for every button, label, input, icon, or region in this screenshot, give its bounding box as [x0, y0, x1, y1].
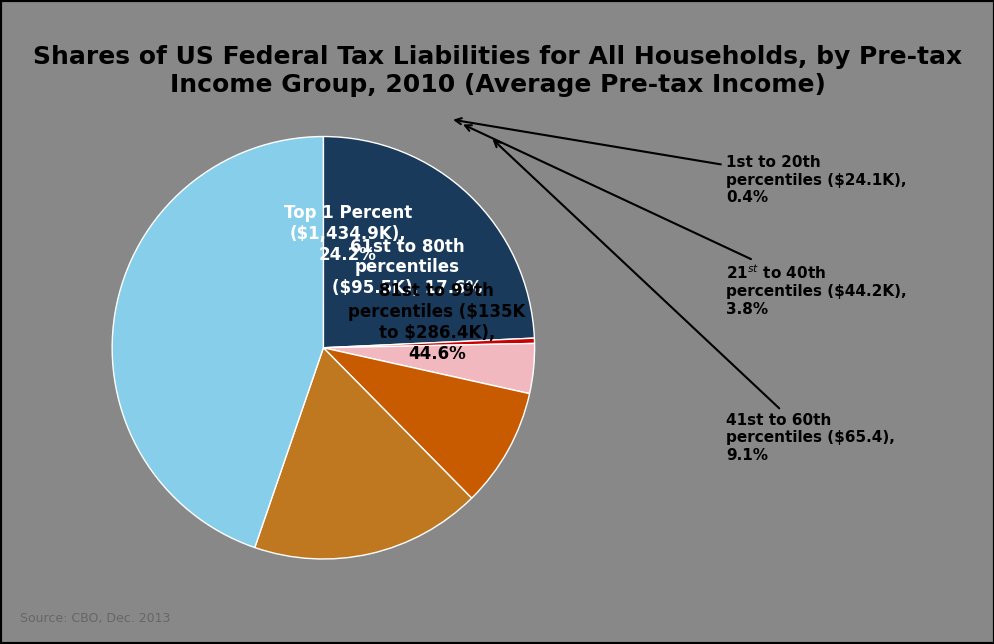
- Wedge shape: [254, 348, 471, 559]
- Wedge shape: [112, 137, 323, 547]
- Text: Shares of US Federal Tax Liabilities for All Households, by Pre-tax
Income Group: Shares of US Federal Tax Liabilities for…: [33, 45, 961, 97]
- Wedge shape: [323, 343, 534, 393]
- Wedge shape: [323, 137, 534, 348]
- Text: Source: CBO, Dec. 2013: Source: CBO, Dec. 2013: [20, 612, 170, 625]
- Wedge shape: [323, 338, 534, 348]
- Wedge shape: [323, 348, 529, 498]
- Text: 81st to 99th
percentiles ($135K
to $286.4K),
44.6%: 81st to 99th percentiles ($135K to $286.…: [348, 282, 525, 363]
- Text: 41st to 60th
percentiles ($65.4),
9.1%: 41st to 60th percentiles ($65.4), 9.1%: [494, 141, 895, 463]
- Text: Top 1 Percent
($1,434.9K),
24.2%: Top 1 Percent ($1,434.9K), 24.2%: [283, 204, 412, 264]
- Text: 21$^{st}$ to 40th
percentiles ($44.2K),
3.8%: 21$^{st}$ to 40th percentiles ($44.2K), …: [464, 125, 907, 317]
- Text: 61st to 80th
percentiles
($95.5K), 17.6%: 61st to 80th percentiles ($95.5K), 17.6%: [332, 238, 482, 298]
- Text: 1st to 20th
percentiles ($24.1K),
0.4%: 1st to 20th percentiles ($24.1K), 0.4%: [455, 118, 906, 205]
